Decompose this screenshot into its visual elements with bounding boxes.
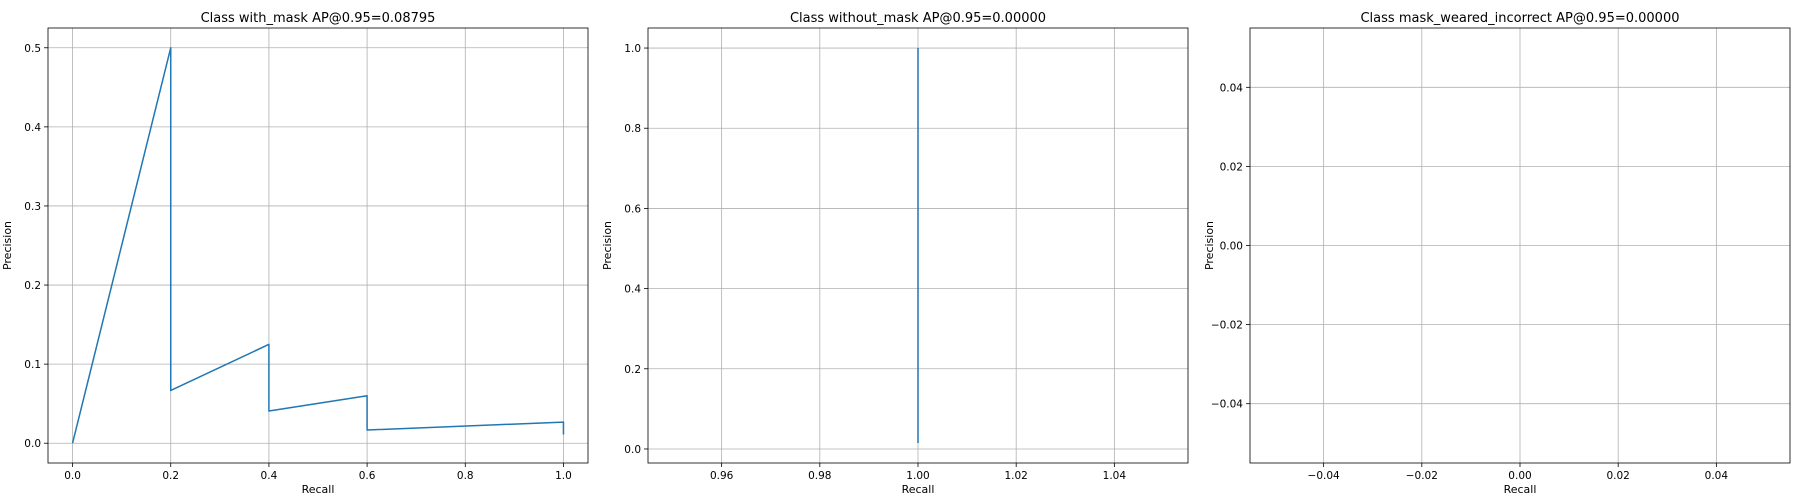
x-tick-label: 0.4 xyxy=(261,470,278,482)
y-tick-label: 0.4 xyxy=(624,284,641,296)
y-tick-label: −0.02 xyxy=(1211,320,1243,332)
axes-frame xyxy=(47,27,589,464)
y-tick-label: 0.5 xyxy=(24,43,41,55)
x-tick-label: 0.8 xyxy=(457,470,474,482)
x-tick-label: 1.0 xyxy=(555,470,572,482)
y-axis-label: Precision xyxy=(601,221,614,270)
x-tick-label: 0.6 xyxy=(359,470,376,482)
x-tick-label: 0.0 xyxy=(64,470,81,482)
subplot-3: −0.04 −0.02 0.00 0.02 0.04 −0.04 −0.02 0.00 0.02… xyxy=(1203,11,1791,496)
chart-title: Class with_mask AP@0.95=0.08795 xyxy=(201,11,436,26)
y-tick-label: 0.3 xyxy=(24,201,41,213)
x-tick-label: 0.2 xyxy=(162,470,179,482)
y-tick-label: 0.2 xyxy=(24,280,41,292)
y-tick-label: −0.04 xyxy=(1211,399,1243,411)
y-axis-label: Precision xyxy=(1,221,14,270)
x-tick-label: 0.00 xyxy=(1508,470,1531,482)
y-tick-label: 0.02 xyxy=(1220,161,1243,173)
pr-curve-line xyxy=(71,47,565,444)
y-tick-label: 0.6 xyxy=(624,203,641,215)
subplot-1: 0.0 0.2 0.4 0.6 0.8 1.0 0.0 0.1 0.2 0.3 0.4 0.5 Reca… xyxy=(1,11,589,496)
y-tick-label: 1.0 xyxy=(624,43,641,55)
y-tick-label: 0.1 xyxy=(24,359,41,371)
x-axis-label: Recall xyxy=(302,483,335,496)
x-axis-label: Recall xyxy=(902,483,935,496)
chart-title: Class mask_weared_incorrect AP@0.95=0.00… xyxy=(1360,11,1679,26)
subplot-2: 0.96 0.98 1.00 1.02 1.04 0.0 0.2 0.4 0.6 0.8 1.0 Re… xyxy=(601,11,1189,496)
x-tick-label: 1.02 xyxy=(1004,470,1027,482)
y-tick-label: 0.0 xyxy=(24,438,41,450)
y-tick-label: 0.00 xyxy=(1220,241,1243,253)
y-tick-label: 0.0 xyxy=(624,444,641,456)
y-tick-label: 0.04 xyxy=(1220,82,1244,94)
x-tick-label: 0.98 xyxy=(808,470,831,482)
x-tick-label: 0.04 xyxy=(1705,470,1729,482)
y-tick-label: 0.2 xyxy=(624,364,641,376)
x-tick-label: 1.00 xyxy=(906,470,929,482)
x-tick-label: −0.04 xyxy=(1308,470,1340,482)
x-tick-label: 0.02 xyxy=(1606,470,1629,482)
x-tick-label: 0.96 xyxy=(710,470,734,482)
chart-title: Class without_mask AP@0.95=0.00000 xyxy=(790,11,1046,26)
y-tick-label: 0.4 xyxy=(24,122,41,134)
x-axis-label: Recall xyxy=(1504,483,1537,496)
y-axis-label: Precision xyxy=(1203,221,1216,270)
x-tick-label: 1.04 xyxy=(1103,470,1127,482)
y-tick-label: 0.8 xyxy=(624,123,641,135)
x-tick-label: −0.02 xyxy=(1406,470,1438,482)
